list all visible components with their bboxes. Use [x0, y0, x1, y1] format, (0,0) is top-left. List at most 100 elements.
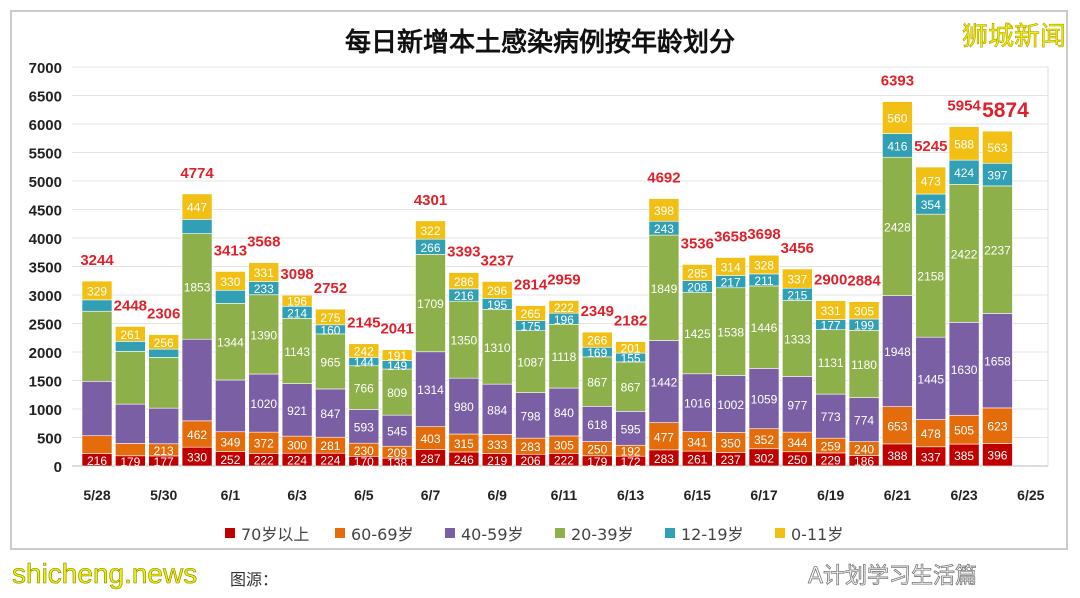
- data-label: 349: [220, 436, 240, 450]
- total-label: 2814: [514, 277, 548, 294]
- bar-segment: [181, 420, 213, 448]
- data-label: 170: [354, 455, 374, 469]
- total-label: 2884: [847, 273, 881, 290]
- bar-segment: [848, 397, 880, 443]
- x-tick-label: 6/21: [884, 487, 911, 503]
- legend-item: 12-19岁: [665, 521, 775, 545]
- data-label: 1180: [851, 358, 877, 372]
- total-label: 2145: [347, 315, 380, 332]
- bar-segment: [615, 341, 646, 354]
- data-label: 287: [420, 452, 440, 466]
- total-label: 3413: [214, 242, 247, 259]
- data-label: 224: [287, 454, 307, 468]
- bar-segment: [381, 349, 413, 361]
- data-label: 329: [87, 284, 107, 298]
- data-label: 322: [420, 224, 440, 238]
- data-label: 191: [387, 349, 407, 363]
- data-label: 372: [254, 437, 274, 451]
- bar-segment: [515, 305, 546, 322]
- legend-swatch: [555, 528, 565, 538]
- bar-segment: [415, 254, 446, 353]
- data-label: 217: [721, 276, 741, 290]
- bar-segment: [681, 292, 713, 375]
- data-label: 196: [554, 313, 574, 327]
- bar-segment: [882, 156, 913, 296]
- data-label: 261: [120, 328, 140, 342]
- x-tick-label: 5/28: [83, 487, 110, 503]
- data-label: 337: [921, 450, 941, 464]
- bar-segment: [982, 313, 1013, 409]
- legend-item: 60-69岁: [335, 521, 445, 545]
- x-tick-label: 6/19: [817, 487, 844, 503]
- data-label: 233: [254, 282, 274, 296]
- bar-segment: [548, 324, 580, 389]
- bar-segment: [415, 220, 446, 240]
- data-label: 149: [387, 359, 407, 373]
- data-label: 261: [687, 453, 707, 467]
- bar-segment: [81, 299, 113, 312]
- bar-segment: [681, 264, 713, 281]
- watermark-logo: 狮城新闻: [961, 22, 1067, 53]
- bar-segment: [281, 294, 313, 307]
- bar-segment: [481, 281, 513, 299]
- legend-item: 70岁以上: [225, 521, 335, 545]
- y-tick-label: 4500: [29, 203, 62, 220]
- bar-segment: [115, 326, 146, 342]
- bar-segment: [115, 341, 146, 352]
- data-label: 1016: [684, 397, 711, 411]
- bar-segment: [148, 357, 179, 409]
- data-label: 192: [621, 445, 641, 459]
- legend-swatch: [445, 528, 455, 538]
- data-label: 867: [621, 381, 641, 395]
- y-tick-label: 1000: [29, 402, 62, 419]
- bar-segment: [782, 300, 813, 377]
- bar-segment: [81, 310, 113, 382]
- bar-segment: [982, 407, 1013, 444]
- data-label: 331: [821, 304, 841, 318]
- bar-segment: [115, 403, 146, 444]
- bar-segment: [181, 193, 213, 220]
- data-label: 921: [287, 404, 307, 418]
- bar-segment: [982, 185, 1013, 314]
- data-label: 354: [921, 198, 941, 212]
- data-label: 169: [587, 346, 607, 360]
- data-label: 388: [887, 449, 907, 463]
- data-label: 333: [487, 438, 507, 452]
- data-label: 867: [587, 376, 607, 390]
- data-label: 286: [454, 275, 474, 289]
- bar-segment: [348, 343, 380, 358]
- legend-label: 70岁以上: [241, 525, 310, 544]
- bar-segment: [948, 184, 980, 323]
- bar-segment: [248, 294, 280, 375]
- data-label: 1446: [751, 321, 778, 335]
- data-label: 766: [354, 382, 374, 396]
- data-label: 256: [154, 336, 174, 350]
- data-label: 328: [754, 259, 774, 273]
- total-label: 4692: [647, 170, 680, 187]
- data-label: 242: [354, 345, 374, 359]
- y-tick-label: 500: [37, 431, 62, 448]
- bar-segment: [915, 213, 947, 338]
- total-label: 5954: [947, 98, 981, 115]
- legend-item: 40-59岁: [445, 521, 555, 545]
- data-label: 179: [120, 455, 140, 469]
- data-label: 1853: [184, 280, 211, 294]
- data-label: 250: [787, 453, 807, 467]
- bar-segment: [948, 414, 980, 445]
- data-label: 229: [821, 453, 841, 467]
- data-label: 186: [854, 455, 874, 469]
- data-label: 179: [587, 455, 607, 469]
- y-tick-label: 5000: [29, 174, 62, 191]
- data-label: 314: [721, 260, 741, 274]
- data-label: 473: [921, 175, 941, 189]
- total-label: 2041: [380, 321, 413, 338]
- data-label: 243: [654, 222, 674, 236]
- data-label: 595: [621, 422, 641, 436]
- bar-segment: [315, 388, 346, 438]
- y-tick-label: 6500: [29, 89, 62, 106]
- legend-swatch: [775, 528, 785, 538]
- data-label: 1445: [917, 372, 944, 386]
- data-label: 196: [287, 295, 307, 309]
- data-label: 172: [621, 455, 641, 469]
- data-label: 1310: [484, 341, 511, 355]
